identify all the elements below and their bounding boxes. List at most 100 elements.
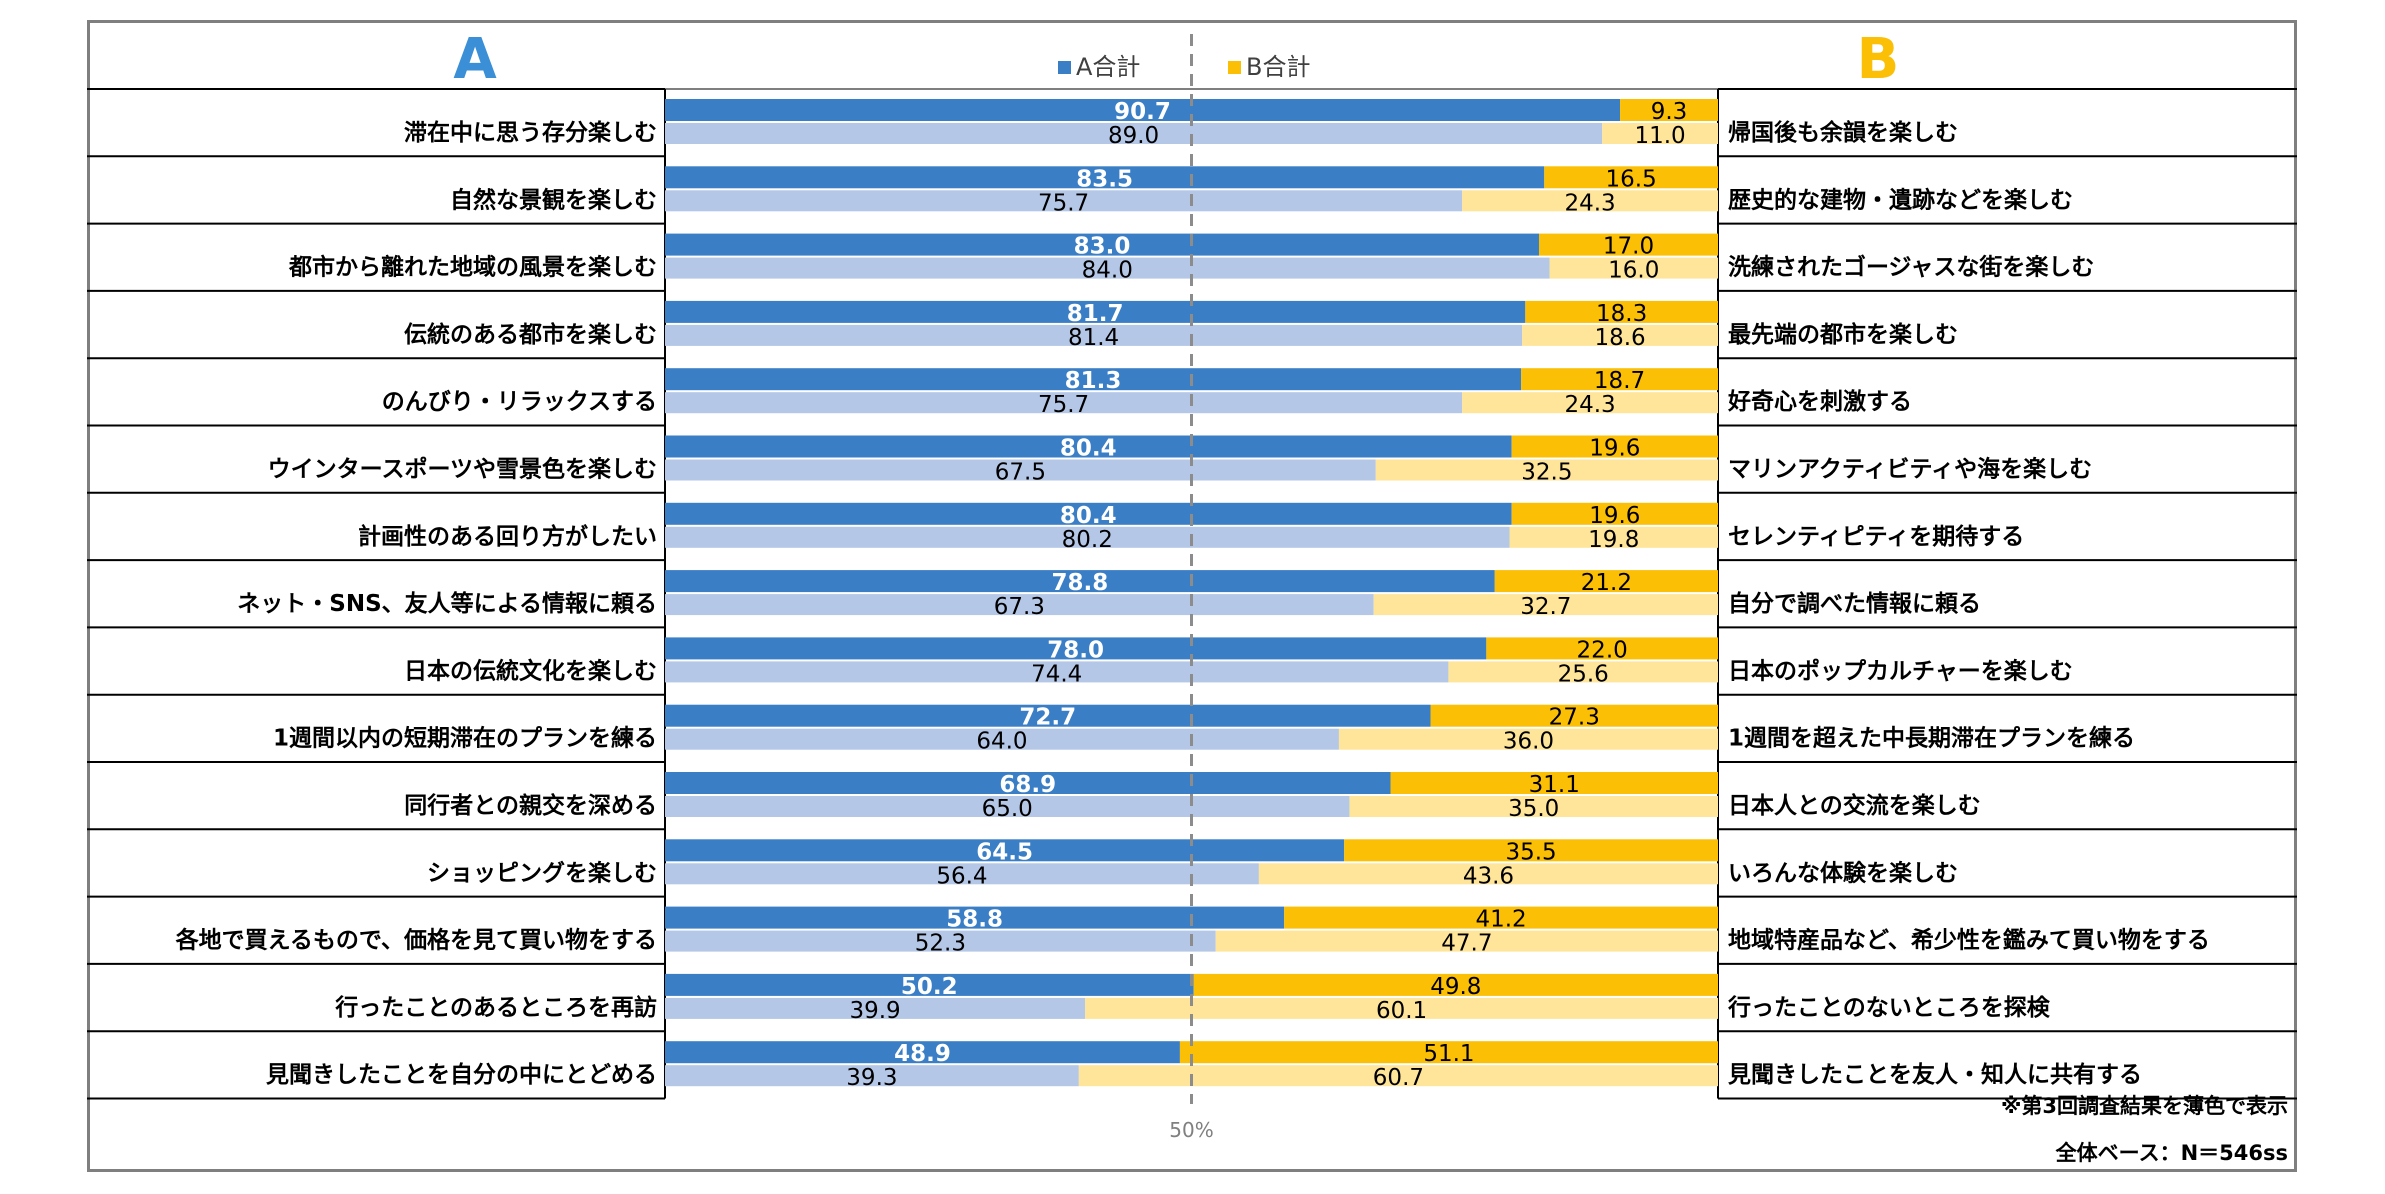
data-label-a-previous: 80.2 — [1062, 527, 1113, 553]
category-label-b: マリンアクティビティや海を楽しむ — [1728, 456, 2092, 483]
bar-b-previous — [1258, 863, 1718, 885]
data-label-a-previous: 67.5 — [995, 460, 1046, 486]
data-label-b-previous: 32.5 — [1521, 460, 1572, 486]
category-label-a: 都市から離れた地域の風景を楽しむ — [288, 254, 657, 281]
data-label-b-current: 31.1 — [1529, 772, 1580, 798]
bar-b-current — [1390, 772, 1718, 794]
data-label-b-current: 16.5 — [1606, 166, 1657, 192]
bar-a-current — [665, 637, 1487, 660]
category-label-b: 見聞きしたことを友人・知人に共有する — [1728, 1061, 2142, 1088]
data-label-a-current: 68.9 — [999, 772, 1056, 798]
data-label-a-current: 78.0 — [1047, 637, 1104, 663]
bar-b-previous — [1602, 123, 1718, 144]
data-label-b-current: 51.1 — [1423, 1041, 1474, 1067]
reference-line-label: 50% — [1169, 1118, 1213, 1142]
data-label-a-previous: 74.4 — [1031, 661, 1082, 687]
data-label-a-current: 80.4 — [1060, 503, 1117, 529]
data-label-a-current: 58.8 — [946, 907, 1003, 933]
category-label-b: 最先端の都市を楽しむ — [1728, 321, 1958, 348]
data-label-b-previous: 25.6 — [1558, 661, 1609, 687]
bar-b-current — [1511, 502, 1718, 525]
data-label-a-previous: 56.4 — [936, 863, 987, 889]
category-label-b: 帰国後も余韻を楽しむ — [1728, 119, 1958, 146]
bar-b-previous — [1085, 997, 1718, 1019]
category-label-a: 同行者との親交を深める — [404, 792, 657, 819]
bar-b-previous — [1522, 324, 1718, 346]
category-label-b: 自分で調べた情報に頼る — [1728, 590, 1981, 617]
data-label-a-previous: 65.0 — [982, 796, 1033, 822]
category-label-a: ウインタースポーツや雪景色を楽しむ — [268, 456, 657, 483]
data-label-b-previous: 24.3 — [1564, 392, 1615, 418]
category-label-a: 1週間以内の短期滞在のプランを練る — [273, 725, 657, 752]
bar-b-current — [1538, 233, 1718, 256]
category-label-a: のんびり・リラックスする — [382, 389, 657, 415]
category-label-b: 日本人との交流を楽しむ — [1728, 792, 1981, 819]
bar-b-previous — [1509, 526, 1718, 548]
bar-b-current — [1344, 839, 1718, 862]
bar-b-previous — [1462, 190, 1718, 212]
category-label-b: 日本のポップカルチャーを楽しむ — [1728, 657, 2073, 684]
category-label-a: 滞在中に思う存分楽しむ — [404, 119, 657, 146]
data-label-b-current: 19.6 — [1589, 503, 1640, 529]
bar-a-current — [665, 435, 1512, 458]
data-label-a-current: 90.7 — [1114, 99, 1171, 125]
category-label-a: 見聞きしたことを自分の中にとどめる — [266, 1061, 657, 1088]
side-b-heading: B — [1857, 27, 1900, 92]
data-label-b-current: 21.2 — [1581, 570, 1632, 596]
data-label-b-current: 18.7 — [1594, 368, 1645, 394]
data-label-a-previous: 52.3 — [915, 931, 966, 957]
bar-b-current — [1494, 570, 1718, 593]
data-label-a-previous: 75.7 — [1038, 190, 1089, 216]
bar-b-previous — [1549, 257, 1718, 279]
note-previous-survey: ※第3回調査結果を薄色で表示 — [2001, 1094, 2288, 1118]
bar-a-previous — [665, 257, 1550, 279]
bar-b-current — [1193, 973, 1718, 996]
data-label-b-previous: 35.0 — [1508, 796, 1559, 822]
bar-a-current — [665, 839, 1345, 862]
bar-b-previous — [1462, 392, 1718, 414]
bar-a-previous — [665, 1065, 1079, 1087]
bar-a-previous — [665, 324, 1523, 346]
data-label-a-previous: 84.0 — [1082, 258, 1133, 284]
bar-a-current — [665, 368, 1522, 391]
bar-b-current — [1284, 906, 1718, 929]
legend-label-b: B合計 — [1246, 53, 1310, 81]
bar-a-current — [665, 99, 1621, 121]
data-label-a-current: 64.5 — [976, 839, 1033, 865]
category-label-a: ネット・SNS、友人等による情報に頼る — [237, 590, 657, 617]
data-label-a-current: 81.7 — [1067, 301, 1124, 327]
data-label-b-current: 17.0 — [1603, 234, 1654, 260]
bar-a-current — [665, 1041, 1180, 1064]
data-label-a-previous: 39.3 — [846, 1065, 897, 1091]
data-label-a-previous: 67.3 — [994, 594, 1045, 620]
note-sample-base: 全体ベース：N＝546ss — [2055, 1141, 2288, 1165]
bar-a-previous — [665, 459, 1376, 481]
data-label-a-current: 48.9 — [894, 1041, 951, 1067]
data-label-b-current: 9.3 — [1651, 99, 1688, 125]
bar-a-previous — [665, 930, 1216, 952]
data-label-a-current: 83.0 — [1074, 234, 1131, 260]
data-label-a-current: 80.4 — [1060, 436, 1117, 462]
data-label-a-previous: 89.0 — [1108, 123, 1159, 149]
bar-a-previous — [665, 728, 1339, 750]
bar-b-current — [1430, 704, 1718, 727]
data-label-b-current: 49.8 — [1430, 974, 1481, 1000]
category-label-a: 計画性のある回り方がしたい — [358, 523, 657, 550]
bar-a-previous — [665, 526, 1510, 548]
data-label-b-current: 35.5 — [1505, 839, 1556, 865]
bar-a-current — [665, 772, 1391, 794]
category-label-b: 好奇心を刺激する — [1727, 388, 1912, 415]
bar-a-current — [665, 704, 1431, 727]
data-label-b-previous: 43.6 — [1463, 863, 1514, 889]
data-label-a-previous: 39.9 — [849, 998, 900, 1024]
category-label-a: 行ったことのあるところを再訪 — [334, 994, 657, 1021]
bar-b-previous — [1215, 930, 1718, 952]
bar-a-previous — [665, 661, 1449, 683]
data-label-b-current: 19.6 — [1589, 436, 1640, 462]
bar-b-current — [1511, 435, 1718, 458]
data-label-b-previous: 18.6 — [1594, 325, 1645, 351]
category-label-a: 伝統のある都市を楽しむ — [404, 321, 657, 348]
bar-b-previous — [1375, 459, 1718, 481]
bar-b-current — [1179, 1041, 1718, 1064]
